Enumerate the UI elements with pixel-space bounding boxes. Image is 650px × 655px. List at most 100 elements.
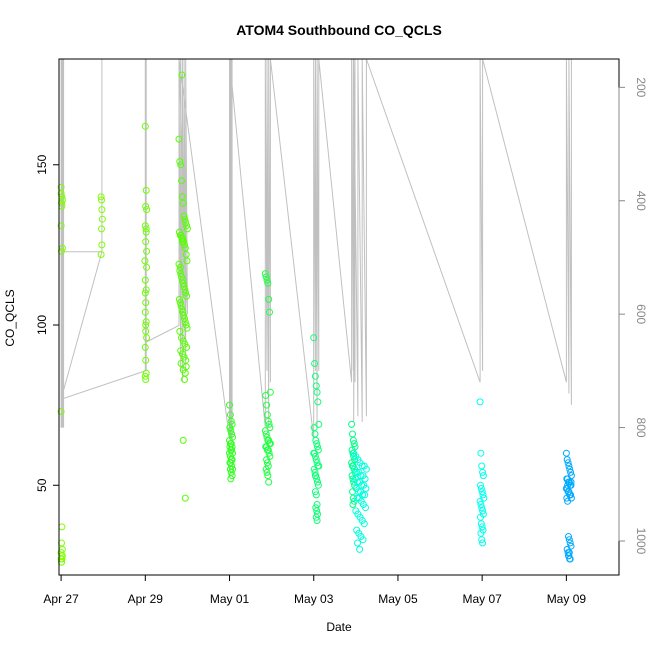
right-tick-label: 400 [634, 191, 648, 211]
data-point [178, 305, 186, 313]
data-point [179, 279, 187, 287]
data-point [362, 485, 370, 492]
data-point [227, 475, 235, 483]
data-point [313, 388, 321, 396]
right-tick-label: 600 [634, 304, 648, 324]
data-point [314, 443, 321, 451]
data-point [181, 215, 189, 223]
data-point [266, 424, 274, 432]
data-point [261, 427, 269, 435]
data-point [566, 539, 574, 547]
data-point [182, 363, 190, 371]
y-tick-label: 100 [35, 315, 49, 335]
series-4 [226, 401, 236, 483]
data-point [349, 462, 357, 470]
data-point [479, 539, 487, 547]
data-point [57, 222, 65, 230]
data-point [97, 251, 105, 258]
data-point [263, 276, 271, 284]
data-point [142, 202, 150, 210]
data-point [476, 497, 484, 505]
series-2 [141, 122, 151, 383]
data-point [263, 411, 271, 419]
data-point [142, 321, 150, 329]
data-point [263, 468, 271, 476]
data-point [142, 228, 150, 236]
data-point [349, 430, 356, 438]
data-point [314, 478, 321, 486]
data-point [563, 494, 571, 502]
right-tick-label: 200 [634, 77, 648, 97]
data-point [97, 193, 105, 201]
data-point [348, 420, 356, 428]
data-point [143, 247, 151, 255]
data-point [311, 360, 319, 367]
data-point [265, 295, 273, 303]
y-axis: 50 100 150 [35, 154, 60, 492]
plot-frame [58, 58, 620, 576]
data-point [477, 501, 485, 508]
data-point [142, 299, 150, 307]
data-point [143, 334, 151, 342]
data-point [310, 465, 318, 473]
data-point [264, 279, 272, 287]
data-point [183, 292, 191, 300]
data-point [262, 392, 270, 399]
data-point [181, 376, 188, 383]
data-point [312, 504, 320, 512]
x-tick-label: May 07 [462, 592, 502, 606]
data-point [183, 257, 191, 265]
data-point [141, 276, 149, 284]
data-point [175, 295, 183, 303]
data-point [312, 436, 320, 444]
x-tick-label: Apr 29 [128, 592, 164, 606]
data-point [478, 536, 486, 544]
data-point [177, 360, 185, 367]
series-5 [261, 270, 274, 486]
data-point [141, 343, 149, 351]
data-point [183, 222, 191, 230]
data-point [265, 449, 273, 457]
data-point [178, 238, 186, 246]
data-point [566, 465, 574, 473]
data-point [181, 315, 188, 323]
data-point [176, 158, 184, 166]
data-point [178, 273, 185, 281]
series-8 [350, 449, 370, 553]
data-point [181, 244, 189, 252]
data-point [478, 462, 486, 470]
data-point [565, 536, 573, 544]
data-point [142, 225, 150, 233]
x-tick-label: May 09 [547, 592, 587, 606]
data-point [565, 462, 573, 470]
data-point [311, 472, 319, 480]
altitude-track-line [60, 58, 572, 439]
data-point [142, 356, 150, 364]
data-point [263, 401, 271, 409]
series-1 [97, 193, 106, 258]
data-point [265, 420, 273, 428]
data-point [312, 456, 320, 464]
data-point [349, 501, 357, 508]
x-tick-label: May 03 [294, 592, 334, 606]
data-point [311, 468, 319, 476]
data-point [310, 334, 318, 342]
data-point [179, 308, 187, 316]
data-point [356, 545, 364, 553]
data-point [262, 430, 270, 438]
data-point [266, 308, 273, 316]
data-point [226, 401, 233, 409]
series-6 [310, 334, 323, 524]
data-point [477, 481, 484, 489]
data-point [178, 71, 186, 79]
data-point [181, 494, 189, 502]
data-point [479, 472, 487, 480]
y-tick-label: 50 [35, 478, 49, 492]
data-point [312, 491, 320, 499]
data-point [312, 513, 320, 521]
data-point [176, 327, 184, 335]
data-point [143, 263, 151, 271]
data-point [262, 465, 270, 473]
data-point [98, 215, 106, 223]
data-point [227, 417, 235, 425]
